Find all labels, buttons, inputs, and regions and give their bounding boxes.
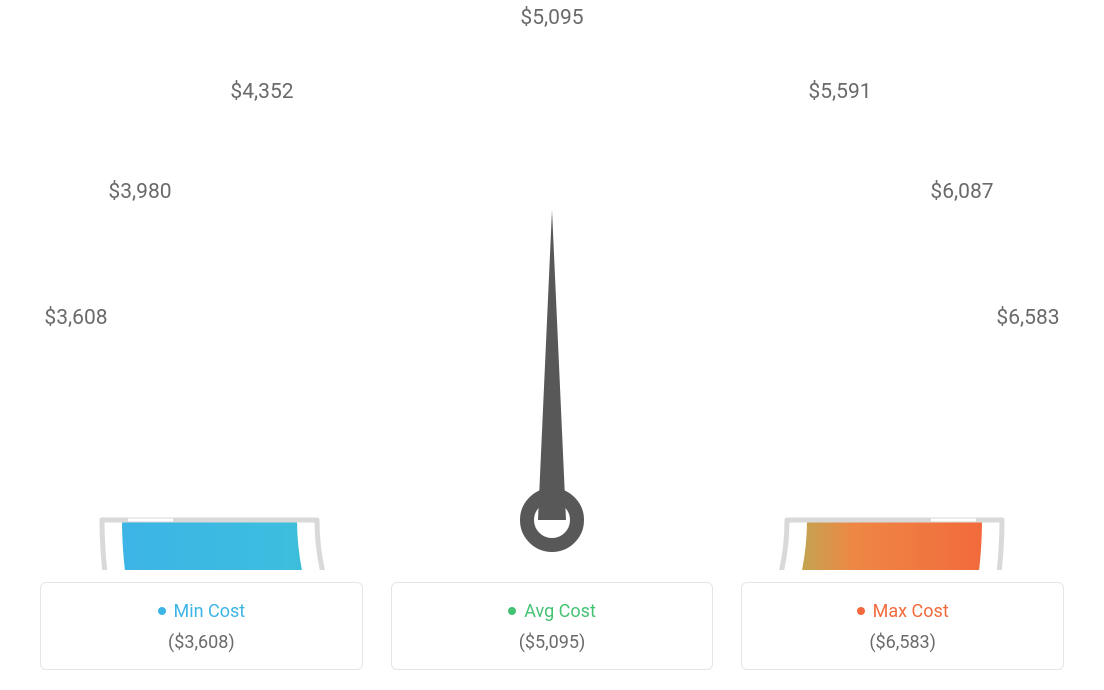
gauge-tick-label: $5,095 bbox=[520, 6, 583, 30]
max-cost-value: ($6,583) bbox=[752, 632, 1053, 653]
min-cost-value: ($3,608) bbox=[51, 632, 352, 653]
avg-cost-title: Avg Cost bbox=[402, 601, 703, 622]
gauge-chart bbox=[0, 0, 1104, 570]
gauge-tick-label: $3,608 bbox=[44, 306, 107, 330]
summary-cards: Min Cost ($3,608) Avg Cost ($5,095) Max … bbox=[40, 582, 1064, 670]
max-cost-label: Max Cost bbox=[873, 601, 949, 622]
gauge-tick-label: $3,980 bbox=[108, 180, 171, 204]
max-cost-card: Max Cost ($6,583) bbox=[741, 582, 1064, 670]
gauge-tick-label: $6,087 bbox=[930, 180, 993, 204]
gauge-tick-label: $5,591 bbox=[808, 80, 871, 104]
max-cost-title: Max Cost bbox=[752, 601, 1053, 622]
avg-cost-card: Avg Cost ($5,095) bbox=[391, 582, 714, 670]
avg-cost-label: Avg Cost bbox=[524, 601, 596, 622]
gauge-tick-label: $6,583 bbox=[996, 306, 1059, 330]
gauge-tick-label: $4,352 bbox=[230, 80, 293, 104]
min-cost-label: Min Cost bbox=[174, 601, 246, 622]
min-cost-title: Min Cost bbox=[51, 601, 352, 622]
avg-cost-value: ($5,095) bbox=[402, 632, 703, 653]
max-dot-icon bbox=[857, 607, 865, 615]
gauge-svg bbox=[0, 0, 1104, 570]
min-dot-icon bbox=[158, 607, 166, 615]
avg-dot-icon bbox=[508, 607, 516, 615]
min-cost-card: Min Cost ($3,608) bbox=[40, 582, 363, 670]
